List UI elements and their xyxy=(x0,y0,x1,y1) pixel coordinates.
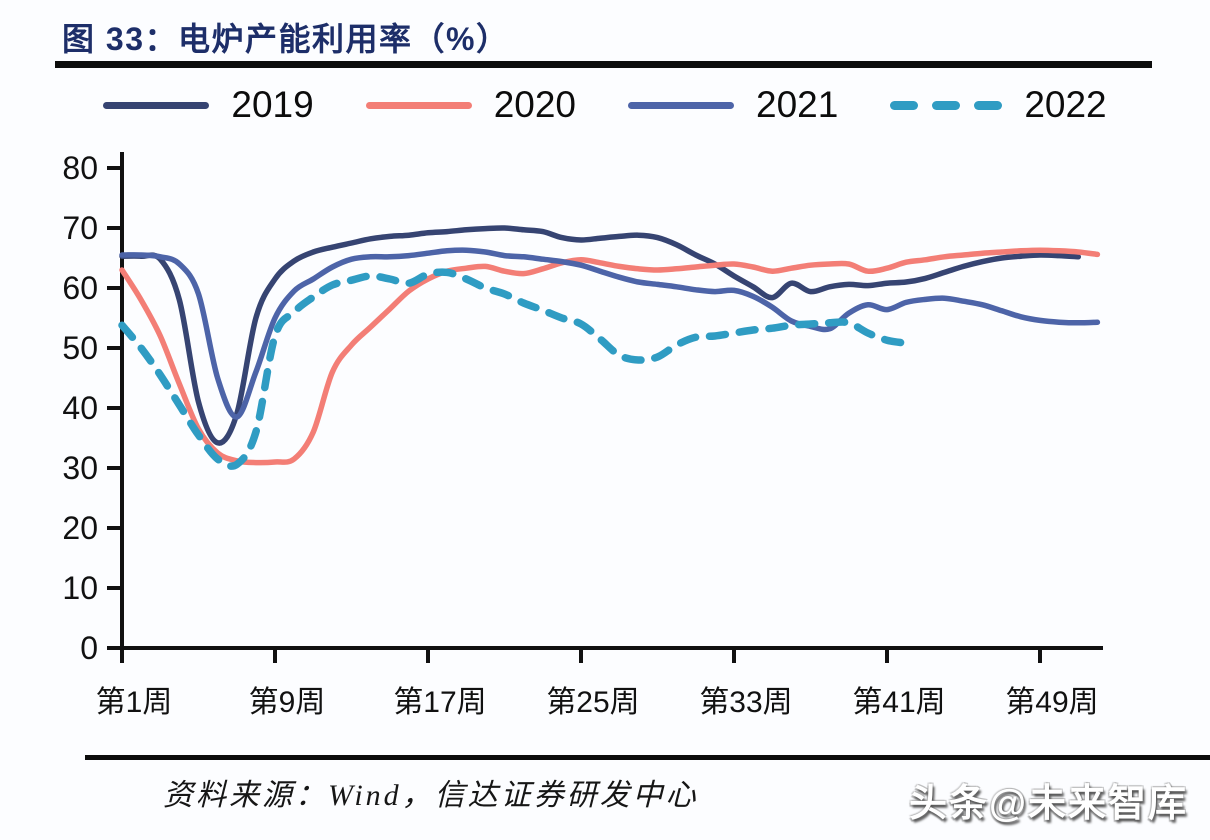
y-tick-label-0: 0 xyxy=(80,630,98,666)
legend-swatch-2022-icon xyxy=(890,100,1003,110)
legend-item-2021: 2021 xyxy=(628,84,838,126)
chart-legend: 2019 2020 2021 2022 xyxy=(0,84,1210,126)
legend-item-2022: 2022 xyxy=(890,84,1107,126)
legend-label-2022: 2022 xyxy=(1024,84,1107,125)
series-line-2021 xyxy=(119,247,1101,420)
legend-swatch-2020-icon xyxy=(365,101,472,109)
series-line-2020 xyxy=(119,247,1101,466)
legend-dash-segment xyxy=(974,100,1003,110)
legend-line-segment xyxy=(103,101,210,109)
title-rule xyxy=(55,61,1152,68)
legend-label-2020: 2020 xyxy=(493,84,576,125)
x-tick-label-6: 第49周 xyxy=(1005,686,1098,719)
legend-label-2021: 2021 xyxy=(756,84,839,125)
chart-title: 图 33：电炉产能利用率（%） xyxy=(62,21,510,57)
y-tick-label-60: 60 xyxy=(62,270,98,306)
source-line: 资料来源：Wind，信达证券研发中心 xyxy=(163,779,699,812)
watermark: 头条@未来智库 xyxy=(908,783,1188,825)
legend-swatch-2021-icon xyxy=(628,101,734,109)
x-tick-label-5: 第41周 xyxy=(852,686,945,719)
y-tick-label-20: 20 xyxy=(62,510,98,546)
y-tick-label-30: 30 xyxy=(62,450,98,486)
x-tick-label-0: 第1周 xyxy=(96,686,173,719)
series-line-2022 xyxy=(118,268,910,470)
x-tick-label-3: 第25周 xyxy=(546,686,639,719)
legend-item-2020: 2020 xyxy=(365,84,576,126)
y-tick-label-80: 80 xyxy=(62,150,98,186)
legend-line-segment xyxy=(628,101,734,109)
x-tick-label-4: 第33周 xyxy=(699,686,792,719)
x-tick-label-2: 第17周 xyxy=(393,686,486,719)
y-tick-label-50: 50 xyxy=(62,330,98,366)
legend-line-segment xyxy=(365,101,472,109)
legend-swatch-2019-icon xyxy=(103,101,210,109)
series-line-2019 xyxy=(119,225,1082,446)
x-tick-label-1: 第9周 xyxy=(249,686,326,719)
legend-dash-segment xyxy=(890,100,919,110)
legend-item-2019: 2019 xyxy=(103,84,314,126)
footer-rule xyxy=(85,755,1210,760)
legend-label-2019: 2019 xyxy=(231,84,314,125)
y-tick-label-70: 70 xyxy=(62,210,98,246)
legend-dash-segment xyxy=(932,100,961,110)
y-tick-label-40: 40 xyxy=(62,390,98,426)
y-tick-label-10: 10 xyxy=(62,570,98,606)
